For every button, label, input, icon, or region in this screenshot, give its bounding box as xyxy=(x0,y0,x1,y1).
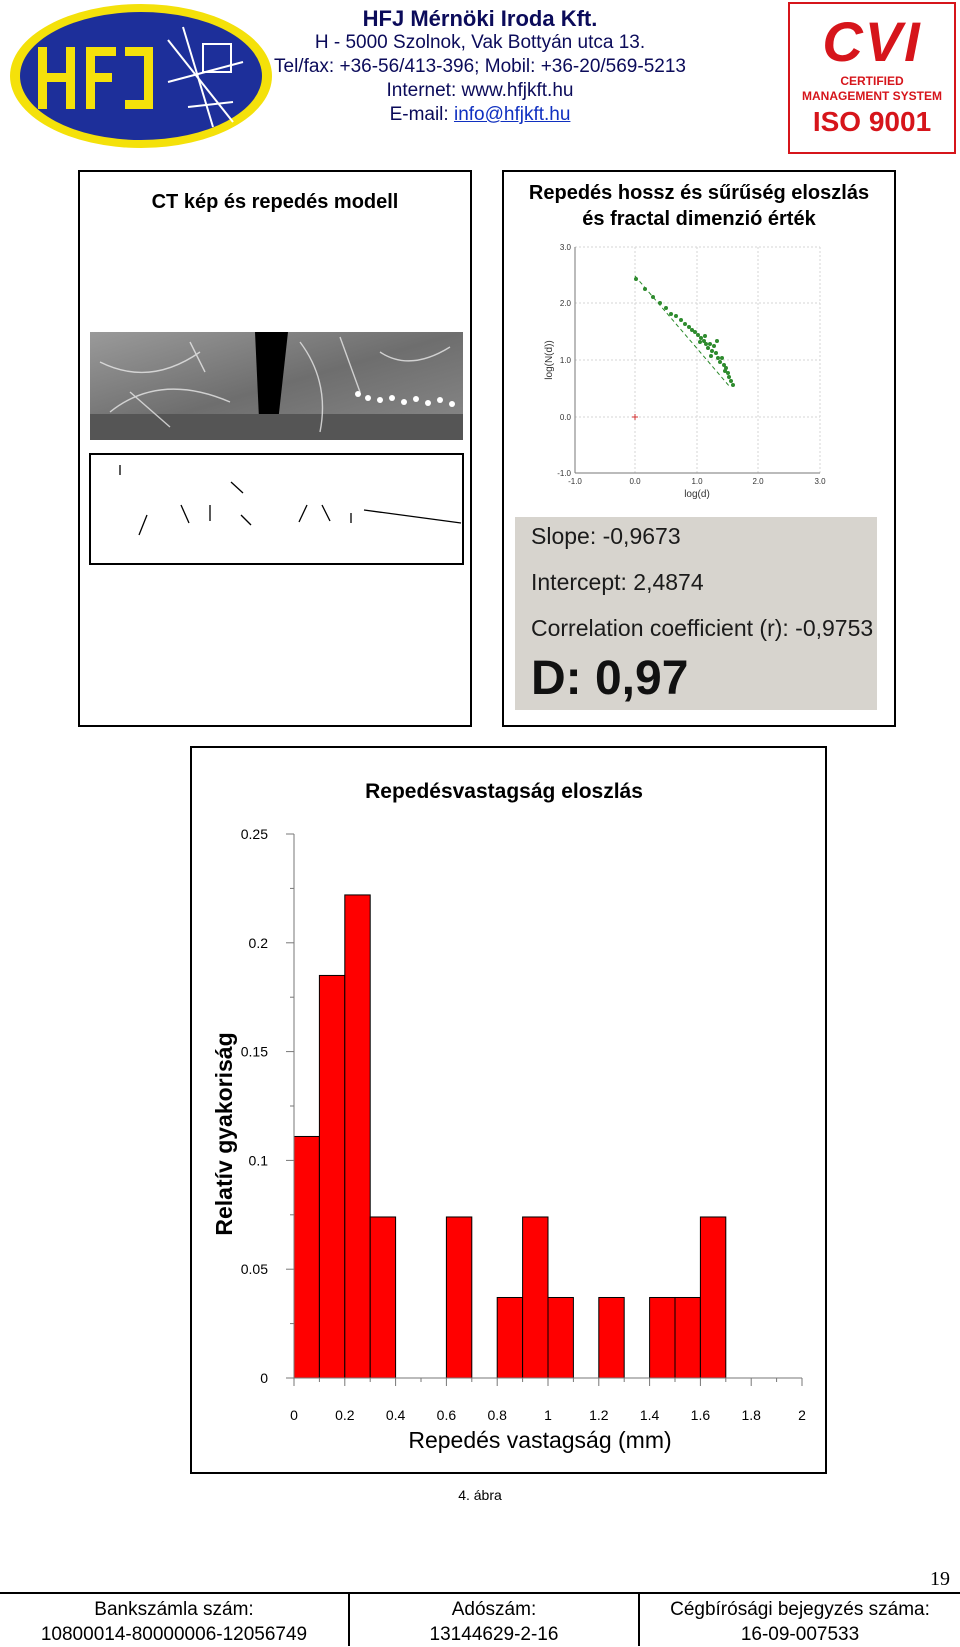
plot-ytick: -1.0 xyxy=(557,469,571,478)
histogram-bar xyxy=(674,1296,701,1379)
histogram-xtick-label: 1 xyxy=(544,1407,552,1423)
ct-scan-image xyxy=(90,332,463,440)
footer-reg-label: Cégbírósági bejegyzés száma: xyxy=(670,1599,930,1620)
cert-brand: CVI xyxy=(822,10,922,73)
fractal-title-line2: és fractal dimenzió érték xyxy=(582,208,816,230)
histogram-ylabel: Relatív gyakoriság xyxy=(211,1032,237,1235)
histogram-xtick-label: 0.2 xyxy=(335,1407,355,1423)
loglog-plot: 3.0 2.0 1.0 0.0 -1.0 -1.0 0.0 1.0 2.0 3.… xyxy=(544,243,826,500)
histogram-title: Repedésvastagság eloszlás xyxy=(365,780,643,803)
footer-bank: Bankszámla szám: 10800014-80000006-12056… xyxy=(0,1592,350,1646)
histogram-xtick-label: 0.6 xyxy=(437,1407,457,1423)
histogram-bar xyxy=(496,1296,524,1379)
cert-line2: MANAGEMENT SYSTEM xyxy=(801,89,942,103)
crack-model-diagram xyxy=(89,453,464,565)
stat-dimension: D: 0,97 xyxy=(531,652,689,705)
ct-image-panel: CT kép és repedés modell xyxy=(78,170,472,727)
plot-xtick: 1.0 xyxy=(691,477,703,486)
plot-xlabel: log(d) xyxy=(684,489,710,500)
regression-line xyxy=(634,275,731,388)
email-link[interactable]: info@hfjkft.hu xyxy=(453,104,571,125)
footer-tax: Adószám: 13144629-2-16 xyxy=(350,1592,640,1646)
histogram-bar xyxy=(699,1216,727,1379)
histogram-bar xyxy=(598,1296,625,1379)
histogram-bar xyxy=(522,1216,549,1379)
histogram-ytick-label: 0.2 xyxy=(249,935,269,951)
footer-reg-value: 16-09-007533 xyxy=(740,1624,860,1645)
footer-bank-value: 10800014-80000006-12056749 xyxy=(40,1624,308,1645)
iso-cert-badge: CVI CERTIFIED MANAGEMENT SYSTEM ISO 9001 xyxy=(788,2,956,154)
company-phone: Tel/fax: +36-56/413-396; Mobil: +36-20/5… xyxy=(274,56,686,77)
histogram-xtick-label: 0.4 xyxy=(386,1407,406,1423)
histogram-ytick-label: 0.25 xyxy=(241,826,268,842)
histogram-ytick-label: 0 xyxy=(260,1370,268,1386)
histogram-xtick-label: 1.8 xyxy=(741,1407,761,1423)
histogram-chart: Repedésvastagság eloszlás Repedés vastag… xyxy=(211,780,806,1453)
company-name: HFJ Mérnöki Iroda Kft. xyxy=(362,6,598,31)
regression-stats-box: Slope: -0,9673 Intercept: 2,4874 Correla… xyxy=(515,517,877,710)
histogram-bar xyxy=(649,1296,676,1379)
histogram-ytick-label: 0.1 xyxy=(249,1152,269,1168)
footer-tax-label: Adószám: xyxy=(451,1599,537,1620)
page-number: 19 xyxy=(930,1568,950,1590)
plot-ytick: 0.0 xyxy=(560,413,572,422)
company-website: Internet: www.hfjkft.hu xyxy=(386,80,574,101)
cert-line1: CERTIFIED xyxy=(840,74,904,88)
origin-marker xyxy=(632,414,638,420)
footer-tax-value: 13144629-2-16 xyxy=(429,1624,559,1645)
histogram-bar xyxy=(547,1296,574,1379)
plot-ytick: 3.0 xyxy=(560,243,572,252)
cert-line3: ISO 9001 xyxy=(812,106,932,137)
loglog-points xyxy=(634,277,735,387)
plot-xtick: 2.0 xyxy=(752,477,764,486)
footer-registration: Cégbírósági bejegyzés száma: 16-09-00753… xyxy=(640,1592,960,1646)
histogram-xtick-label: 1.6 xyxy=(691,1407,711,1423)
plot-xtick: 3.0 xyxy=(814,477,826,486)
company-address: H - 5000 Szolnok, Vak Bottyán utca 13. xyxy=(314,32,646,53)
histogram-bar xyxy=(344,894,371,1379)
stat-intercept: Intercept: 2,4874 xyxy=(531,569,704,595)
histogram-bar xyxy=(369,1216,397,1379)
stat-correlation: Correlation coefficient (r): -0,9753 xyxy=(531,615,874,641)
email-label: E-mail: xyxy=(389,104,454,125)
histogram-xtick-label: 1.4 xyxy=(640,1407,660,1423)
histogram-xlabel: Repedés vastagság (mm) xyxy=(408,1427,671,1453)
histogram-xtick-label: 1.2 xyxy=(589,1407,609,1423)
fractal-title-line1: Repedés hossz és sűrűség eloszlás xyxy=(528,182,870,204)
footer-bank-label: Bankszámla szám: xyxy=(94,1599,254,1620)
ct-panel-title: CT kép és repedés modell xyxy=(151,191,399,213)
company-email-line: E-mail: info@hfjkft.hu xyxy=(250,104,710,126)
plot-ytick: 1.0 xyxy=(560,356,572,365)
histogram-ytick-label: 0.05 xyxy=(241,1261,268,1277)
histogram-bar xyxy=(445,1216,473,1379)
stat-slope: Slope: -0,9673 xyxy=(531,523,681,549)
plot-ytick: 2.0 xyxy=(560,299,572,308)
figure-caption: 4. ábra xyxy=(458,1487,502,1503)
plot-xtick: -1.0 xyxy=(568,477,582,486)
histogram-xtick-label: 0.8 xyxy=(487,1407,507,1423)
plot-ylabel: log(N(d)) xyxy=(544,340,555,379)
histogram-bar xyxy=(318,974,346,1379)
histogram-xtick-label: 0 xyxy=(290,1407,298,1423)
histogram-xtick-label: 2 xyxy=(798,1407,806,1423)
histogram-ytick-label: 0.15 xyxy=(241,1044,268,1060)
histogram-bar xyxy=(293,1135,320,1379)
plot-xtick: 0.0 xyxy=(629,477,641,486)
hfj-logo xyxy=(10,4,272,148)
